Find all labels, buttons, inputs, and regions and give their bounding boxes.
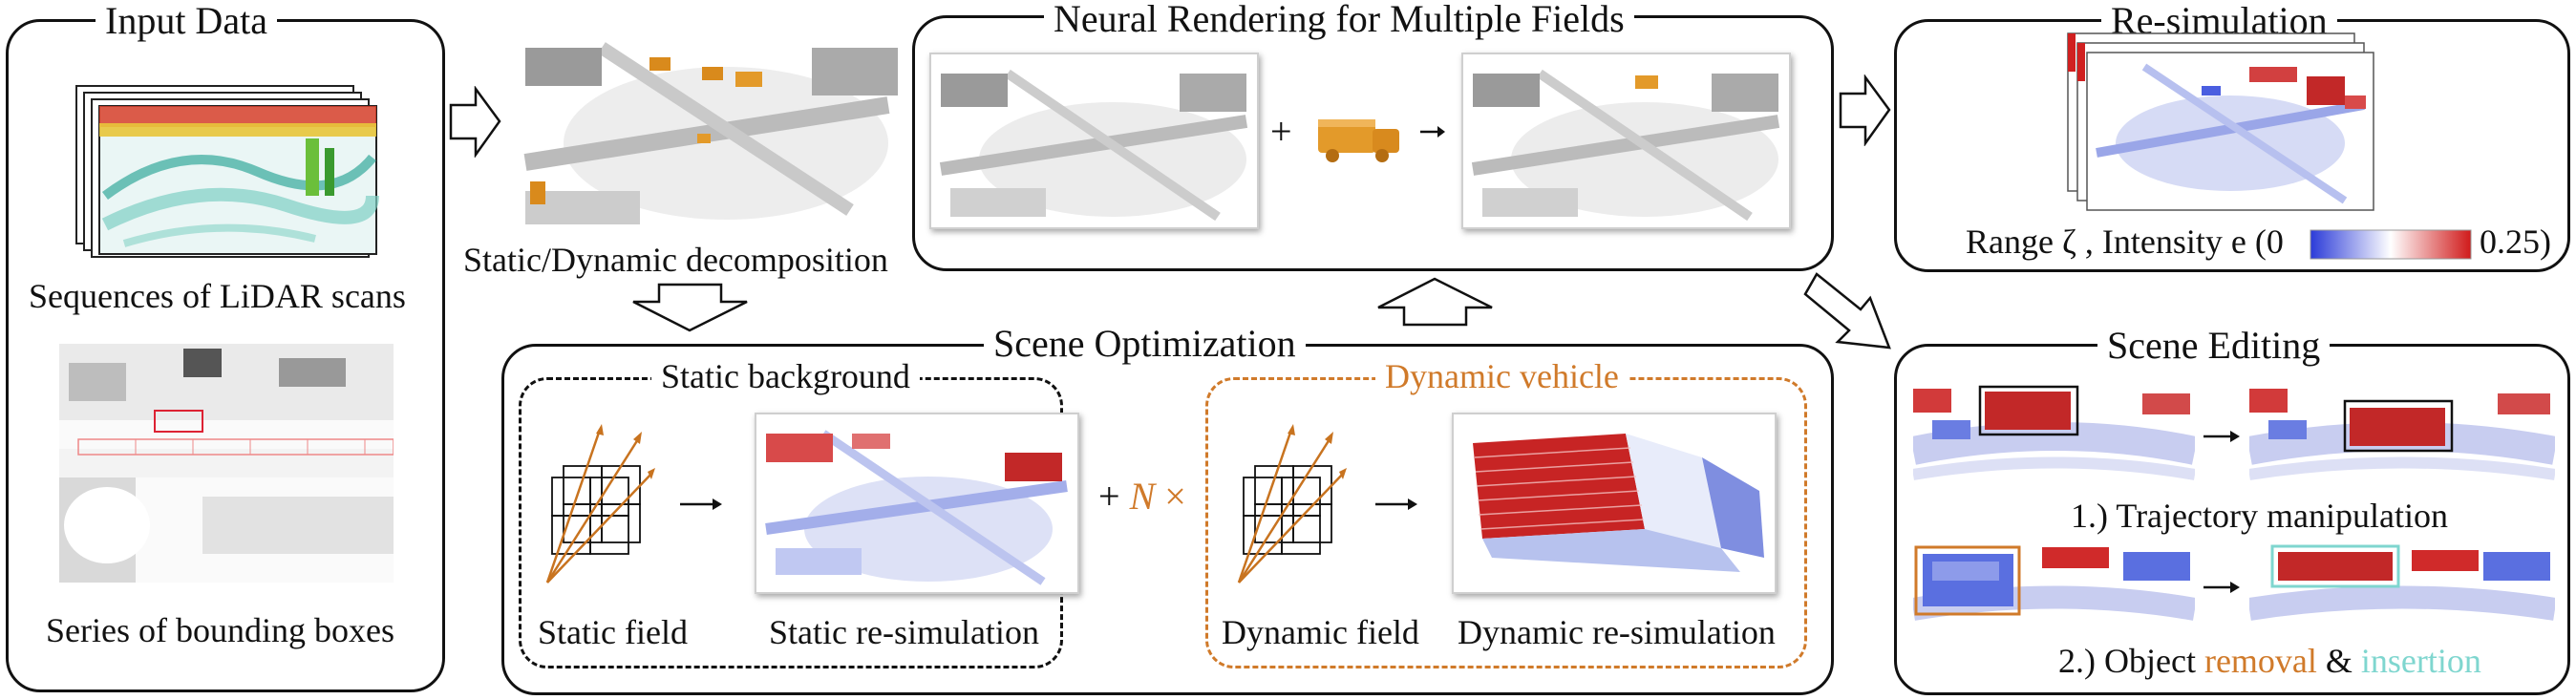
static-background-title: Static background — [651, 357, 920, 395]
arrow-up — [1375, 277, 1495, 327]
bounding-boxes-map — [59, 344, 394, 583]
static-resim-image — [755, 413, 1079, 594]
plus-n-times: + N × — [1098, 477, 1186, 516]
decomposition-label: Static/Dynamic decomposition — [463, 241, 888, 279]
insertion-word: insertion — [2360, 642, 2481, 680]
dynamic-field-label: Dynamic field — [1222, 613, 1419, 651]
dynamic-resim-label: Dynamic re-simulation — [1458, 613, 1776, 651]
object-prefix: 2.) Object — [2058, 642, 2196, 680]
trajectory-before-image — [1913, 384, 2195, 484]
rendering-static-image — [929, 53, 1259, 229]
rendering-combined-image — [1461, 53, 1791, 229]
rendering-arrow — [1418, 122, 1447, 141]
lidar-scan-stack — [67, 81, 382, 258]
object-editing-label: 2.) Object removal & insertion — [2058, 642, 2481, 680]
resimulation-legend-suffix: 0.25) — [2480, 223, 2551, 261]
trajectory-label: 1.) Trajectory manipulation — [2071, 497, 2448, 535]
dynamic-vehicle-title: Dynamic vehicle — [1375, 357, 1629, 395]
arrow-down — [630, 283, 750, 332]
amp-sign: & — [2325, 642, 2352, 680]
static-resim-label: Static re-simulation — [769, 613, 1039, 651]
rendering-plus: + — [1270, 110, 1292, 153]
dynamic-arrow — [1373, 495, 1419, 514]
resimulation-legend-prefix: Range ζ , Intensity e (0 — [1966, 223, 2284, 261]
static-arrow — [678, 495, 724, 514]
decomposition-image — [506, 19, 907, 234]
arrow-right-2 — [1839, 74, 1891, 146]
trajectory-after-image — [2249, 384, 2555, 484]
static-field-label: Static field — [538, 613, 688, 651]
resimulation-stack — [2058, 29, 2402, 220]
arrow-right-1 — [449, 86, 501, 158]
rendering-vehicle — [1313, 110, 1404, 167]
editing-arrow — [2202, 579, 2242, 596]
object-insertion-image — [2249, 542, 2555, 630]
bounding-boxes-label: Series of bounding boxes — [46, 611, 394, 649]
scene-editing-title: Scene Editing — [2097, 325, 2331, 367]
removal-word: removal — [2203, 642, 2317, 680]
neural-rendering-title: Neural Rendering for Multiple Fields — [1044, 0, 1634, 40]
object-removal-image — [1913, 542, 2195, 630]
scene-optimization-title: Scene Optimization — [984, 323, 1306, 365]
dynamic-field-grid — [1224, 420, 1349, 592]
dynamic-resim-image — [1452, 413, 1777, 594]
lidar-scans-label: Sequences of LiDAR scans — [29, 277, 406, 315]
static-field-grid — [533, 420, 657, 592]
intensity-colorbar — [2310, 229, 2472, 260]
trajectory-arrow — [2202, 428, 2242, 445]
times-sign: × — [1164, 475, 1186, 518]
arrow-diagonal — [1803, 269, 1899, 355]
n-symbol: N — [1129, 475, 1156, 518]
input-data-title: Input Data — [96, 0, 277, 42]
plus-sign: + — [1098, 475, 1120, 518]
